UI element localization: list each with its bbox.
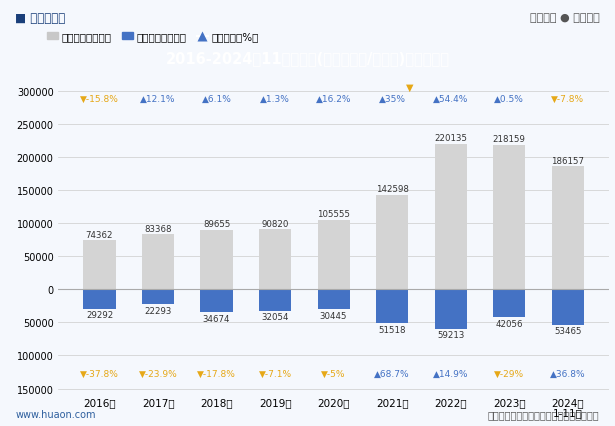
Bar <box>435 144 467 290</box>
Bar <box>493 146 525 290</box>
Text: 89655: 89655 <box>203 220 230 229</box>
Text: ▼-23.9%: ▼-23.9% <box>139 369 178 378</box>
Bar <box>142 235 174 290</box>
Text: ▲6.1%: ▲6.1% <box>202 95 231 104</box>
Bar <box>317 290 350 310</box>
Text: ▼: ▼ <box>406 83 413 93</box>
Text: 29292: 29292 <box>86 311 113 320</box>
Bar <box>142 290 174 305</box>
Text: ▼-7.8%: ▼-7.8% <box>551 95 584 104</box>
Text: ▲36.8%: ▲36.8% <box>550 369 585 378</box>
Text: 34674: 34674 <box>203 314 231 323</box>
Bar <box>200 230 232 290</box>
Text: 2016-2024年11月蚌埠市(境内目的地/货源地)进、出口额: 2016-2024年11月蚌埠市(境内目的地/货源地)进、出口额 <box>165 51 450 66</box>
Text: ■ 华经情报网: ■ 华经情报网 <box>15 12 66 25</box>
Text: 数据来源：中国海关，华经产业研究院整理: 数据来源：中国海关，华经产业研究院整理 <box>488 409 600 419</box>
Text: 74362: 74362 <box>85 230 113 239</box>
Text: 53465: 53465 <box>554 327 582 336</box>
Bar <box>552 290 584 325</box>
Text: 142598: 142598 <box>376 185 408 194</box>
Bar <box>84 290 116 309</box>
Bar <box>259 290 292 311</box>
Text: ▲1.3%: ▲1.3% <box>260 95 290 104</box>
Text: ▲14.9%: ▲14.9% <box>433 369 469 378</box>
Text: ▼-17.8%: ▼-17.8% <box>197 369 236 378</box>
Text: 专业严谨 ● 客观科学: 专业严谨 ● 客观科学 <box>530 13 600 23</box>
Bar <box>84 241 116 290</box>
Text: 51518: 51518 <box>378 325 406 334</box>
Text: 218159: 218159 <box>493 135 526 144</box>
Text: 220135: 220135 <box>434 134 467 143</box>
Text: 42056: 42056 <box>496 319 523 328</box>
Text: 22293: 22293 <box>145 306 172 315</box>
Text: ▼-37.8%: ▼-37.8% <box>80 369 119 378</box>
Bar <box>435 290 467 329</box>
Bar <box>376 290 408 324</box>
Text: ▲68.7%: ▲68.7% <box>375 369 410 378</box>
Text: 83368: 83368 <box>145 224 172 233</box>
Text: ▲16.2%: ▲16.2% <box>316 95 351 104</box>
Text: ▲35%: ▲35% <box>379 95 406 104</box>
Text: 32054: 32054 <box>261 313 289 322</box>
Bar <box>552 167 584 290</box>
Text: 90820: 90820 <box>261 219 289 228</box>
Text: ▼-29%: ▼-29% <box>494 369 524 378</box>
Bar <box>200 290 232 313</box>
Legend: 出口额（万美元）, 进口额（万美元）, 同比增长（%）: 出口额（万美元）, 进口额（万美元）, 同比增长（%） <box>47 32 259 42</box>
Text: ▲54.4%: ▲54.4% <box>433 95 469 104</box>
Text: 186157: 186157 <box>551 156 584 165</box>
Text: ▼-15.8%: ▼-15.8% <box>80 95 119 104</box>
Text: 59213: 59213 <box>437 331 464 340</box>
Text: 105555: 105555 <box>317 210 350 219</box>
Text: ▼-7.1%: ▼-7.1% <box>258 369 292 378</box>
Bar <box>259 230 292 290</box>
Text: ▲12.1%: ▲12.1% <box>140 95 176 104</box>
Bar <box>317 220 350 290</box>
Text: www.huaon.com: www.huaon.com <box>15 409 96 419</box>
Text: ▲0.5%: ▲0.5% <box>494 95 524 104</box>
Bar <box>376 196 408 290</box>
Text: ▼-5%: ▼-5% <box>322 369 346 378</box>
Bar <box>493 290 525 317</box>
Text: 30445: 30445 <box>320 311 347 320</box>
